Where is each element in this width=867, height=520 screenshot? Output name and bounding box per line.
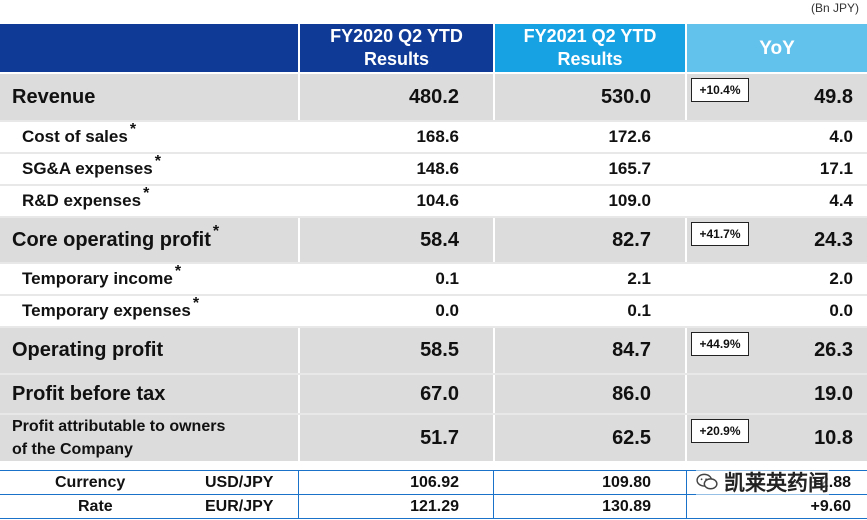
row-label: SG&A expenses * xyxy=(22,153,161,178)
header-yoy: YoY xyxy=(687,24,867,72)
header-fy2021: FY2021 Q2 YTD Results xyxy=(495,24,685,72)
row-yoy-value: 17.1 xyxy=(819,159,853,178)
header-fy2020-line1: FY2020 Q2 YTD xyxy=(330,26,463,46)
row-label: Revenue xyxy=(12,85,96,108)
row-label: R&D expenses * xyxy=(22,185,150,210)
row-fy2021-value: 109.0 xyxy=(608,191,651,210)
rate-label: Rate xyxy=(78,497,113,515)
table-row-profit-attributable: Profit attributable to owners of the Comp… xyxy=(0,415,867,461)
row-fy2020-value: 0.0 xyxy=(435,301,459,320)
row-label: Cost of sales * xyxy=(22,121,137,146)
footnote-star: * xyxy=(143,185,150,202)
unit-label: (Bn JPY) xyxy=(810,1,859,15)
table-row-revenue: Revenue 480.2 530.0 +10.4% 49.8 xyxy=(0,74,867,120)
row-fy2021-value: 2.1 xyxy=(627,269,651,288)
table-row-rd-expenses: R&D expenses * 104.6 109.0 4.4 xyxy=(0,185,867,216)
currency-label: Currency xyxy=(55,473,126,491)
usd-fy2021: 109.80 xyxy=(602,473,651,491)
row-fy2021-value: 62.5 xyxy=(612,426,651,449)
watermark-text: 凯莱英药闻 xyxy=(724,472,829,495)
row-fy2020-value: 104.6 xyxy=(416,191,459,210)
row-fy2020-value: 58.4 xyxy=(420,228,459,251)
yoy-percent-badge: +20.9% xyxy=(691,419,749,443)
footnote-star: * xyxy=(154,153,161,170)
row-fy2020-value: 148.6 xyxy=(416,159,459,178)
header-yoy-label: YoY xyxy=(759,37,795,59)
footnote-star: * xyxy=(174,263,182,280)
row-label: Operating profit xyxy=(12,339,164,361)
usd-fy2020: 106.92 xyxy=(410,473,459,491)
row-fy2021-value: 172.6 xyxy=(608,127,651,146)
row-fy2020-value: 168.6 xyxy=(416,127,459,146)
row-fy2021-value: 82.7 xyxy=(612,228,651,251)
footnote-star: * xyxy=(212,222,220,240)
row-label: Profit before tax xyxy=(12,382,166,405)
table-row-temporary-expenses: Temporary expenses * 0.0 0.1 0.0 xyxy=(0,295,867,326)
currency-row-eur: Rate EUR/JPY 121.29 130.89 +9.60 xyxy=(0,495,867,518)
row-fy2020-value: 480.2 xyxy=(408,85,459,108)
row-label: Temporary income * xyxy=(22,263,182,288)
row-yoy-value: 4.4 xyxy=(829,191,853,210)
wechat-icon xyxy=(696,473,718,490)
header-fy2021-line2: Results xyxy=(557,49,623,69)
yoy-percent-badge: +44.9% xyxy=(691,332,749,356)
row-yoy-value: 4.0 xyxy=(829,127,853,146)
currency-row-usd: Currency USD/JPY 106.92 109.80 +2.88 xyxy=(0,471,867,494)
eur-yoy: +9.60 xyxy=(810,497,851,515)
table-row-profit-before-tax: Profit before tax 67.0 86.0 19.0 xyxy=(0,375,867,413)
header-fy2020: FY2020 Q2 YTD Results xyxy=(300,24,493,72)
row-fy2020-value: 67.0 xyxy=(420,382,459,405)
header-fy2021-line1: FY2021 Q2 YTD xyxy=(523,26,657,46)
row-fy2021-value: 530.0 xyxy=(600,85,651,108)
row-fy2020-value: 0.1 xyxy=(435,269,459,288)
header-fy2020-line2: Results xyxy=(363,49,430,69)
table-row-operating-profit: Operating profit 58.5 84.7 +44.9% 26.3 xyxy=(0,328,867,373)
row-fy2021-value: 86.0 xyxy=(612,382,651,405)
row-fy2021-value: 165.7 xyxy=(608,159,651,178)
row-yoy-value: 24.3 xyxy=(814,228,853,251)
row-yoy-value: 26.3 xyxy=(814,339,853,361)
row-yoy-value: 49.8 xyxy=(814,85,853,108)
row-fy2020-value: 58.5 xyxy=(420,339,459,361)
row-label: Profit attributable to owners of the Comp… xyxy=(12,418,226,458)
footnote-star: * xyxy=(192,295,200,312)
eur-fy2021: 130.89 xyxy=(602,497,651,515)
table-row-cost-of-sales: Cost of sales * 168.6 172.6 4.0 xyxy=(0,121,867,152)
yoy-percent-badge: +10.4% xyxy=(691,78,749,102)
row-yoy-value: 10.8 xyxy=(814,426,853,449)
row-fy2021-value: 0.1 xyxy=(627,301,651,320)
header-blank xyxy=(0,24,298,72)
table-row-core-operating-profit: Core operating profit * 58.4 82.7 +41.7% 2… xyxy=(0,218,867,262)
row-yoy-value: 19.0 xyxy=(814,382,853,405)
footnote-star: * xyxy=(129,121,137,138)
table-row-temporary-income: Temporary income * 0.1 2.1 2.0 xyxy=(0,263,867,294)
yoy-percent-badge: +41.7% xyxy=(691,222,749,246)
row-label: Temporary expenses * xyxy=(22,295,200,320)
row-yoy-value: 0.0 xyxy=(829,301,853,320)
row-fy2021-value: 84.7 xyxy=(612,339,651,361)
currency-pair-usd: USD/JPY xyxy=(205,473,274,491)
table-row-sga-expenses: SG&A expenses * 148.6 165.7 17.1 xyxy=(0,153,867,184)
currency-pair-eur: EUR/JPY xyxy=(205,497,274,515)
eur-fy2020: 121.29 xyxy=(410,497,459,515)
row-yoy-value: 2.0 xyxy=(829,269,853,288)
row-fy2020-value: 51.7 xyxy=(420,426,459,449)
row-label: Core operating profit * xyxy=(12,222,220,251)
watermark: 凯莱英药闻 xyxy=(696,467,829,497)
